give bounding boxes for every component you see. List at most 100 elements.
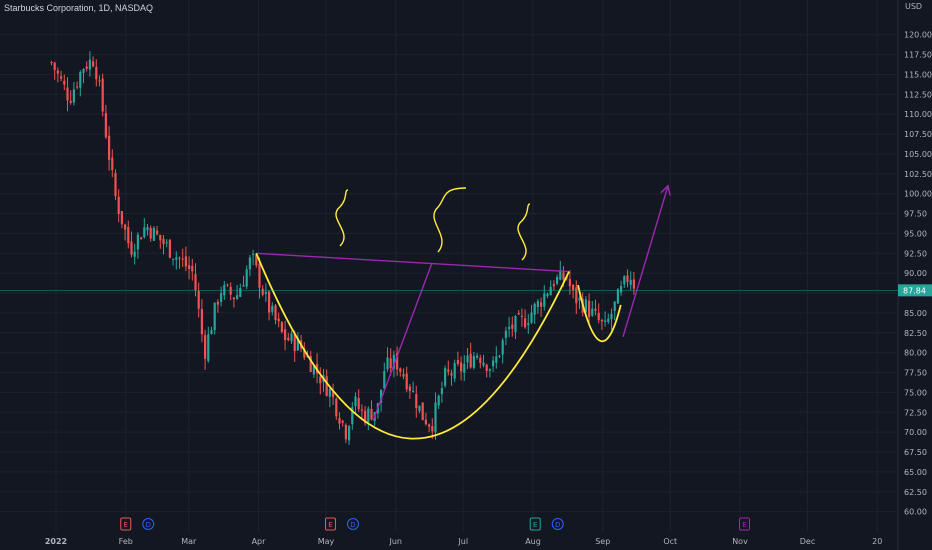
price-tick-label: 102.50 [904,170,932,179]
candle-body [146,227,149,231]
candle-body [213,302,216,331]
candle-body [149,228,152,239]
price-axis[interactable]: USD 120.00 117.50 115.00 112.50 110.00 107.50… [904,2,932,517]
candle-body [527,323,530,326]
steam-squiggle [517,203,531,261]
candle-body [108,135,111,160]
candle-body [357,398,360,410]
candle-body [469,353,472,368]
candle-body [418,405,421,412]
candle-body [575,287,578,304]
candle-body [476,355,479,358]
candle-body [280,322,283,332]
candle-body [405,373,408,390]
candle-body [389,358,392,368]
steam-squiggle [433,187,467,253]
candle-body [216,301,219,305]
candle-body [140,237,143,240]
time-axis[interactable]: 2022 Feb Mar Apr May Jun Jul Aug Sep Oct Nov Dec 20 [45,537,882,546]
candle-body [56,70,59,74]
dividend-marker-icon[interactable] [551,518,564,530]
price-tick-label: 90.00 [904,269,927,278]
cup-curve[interactable] [255,252,570,440]
handle-curve[interactable] [577,284,622,343]
candle-body [325,376,328,396]
candle-body [264,292,267,294]
candle-body [431,426,434,432]
candle-body [98,80,101,82]
candle-body [524,318,527,328]
earnings-marker-icon[interactable] [739,517,750,531]
price-tick-label: 117.50 [904,51,932,60]
price-tick-label: 65.00 [904,468,927,477]
candle-body [447,369,450,372]
measured-move-line[interactable] [372,263,433,421]
candle-body [303,348,306,358]
dividend-marker-icon[interactable] [142,518,155,530]
price-tick-label: 97.50 [904,210,927,219]
candle-body [549,286,552,296]
price-tick-label: 85.00 [904,309,927,318]
candle-body [53,62,56,70]
price-tick-label: 82.50 [904,329,927,338]
price-tick-label: 107.50 [904,130,932,139]
candle-body [498,355,501,357]
time-tick-label: Sep [595,537,610,546]
neckline[interactable] [256,252,570,273]
candle-body [607,318,610,323]
earnings-marker-icon[interactable] [120,517,132,531]
candle-body [92,61,95,67]
price-tick-label: 110.00 [904,110,932,119]
candle-body [501,340,504,355]
price-tick-label: 120.00 [904,31,932,40]
candle-body [456,360,459,364]
candle-body [226,284,229,286]
candle-body [386,357,389,370]
candle-body [290,333,293,342]
candle-body [69,100,72,103]
candle-body [111,157,114,171]
candle-body [584,299,587,313]
candle-body [136,234,139,250]
candle-body [453,363,456,379]
candle-body [604,320,607,322]
candle-body [472,356,475,368]
earnings-marker-icon[interactable] [529,517,541,531]
candle-body [239,287,242,297]
candle-body [421,402,424,421]
candle-body [620,285,623,293]
time-tick-label: Aug [525,537,541,546]
candle-body [50,62,53,64]
candle-body [546,293,549,297]
candle-body [623,276,626,285]
candle-body [248,257,251,270]
candle-body [485,364,488,371]
target-arrow[interactable] [622,185,669,337]
candle-body [82,68,85,73]
candle-body [341,420,344,423]
price-tick-label: 115.00 [904,70,932,79]
earnings-marker-icon[interactable] [325,517,336,531]
candle-body [236,295,239,299]
candle-body [536,301,539,307]
pattern-drawings [255,184,671,440]
candle-body [559,270,562,280]
candle-body [533,303,536,315]
price-axis-currency: USD [905,2,922,11]
candle-body [508,326,511,330]
candle-body [274,305,277,321]
dividend-marker-icon[interactable] [347,518,359,530]
price-tick-label: 100.00 [904,190,932,199]
candle-body [258,263,261,288]
candle-body [530,312,533,323]
price-tick-label: 75.00 [904,388,927,397]
candle-body [114,173,117,197]
price-tick-label: 77.50 [904,369,927,378]
candle-body [268,291,271,313]
candle-body [437,395,440,406]
price-tick-label: 112.50 [904,90,932,99]
time-tick-label: Nov [732,537,748,546]
